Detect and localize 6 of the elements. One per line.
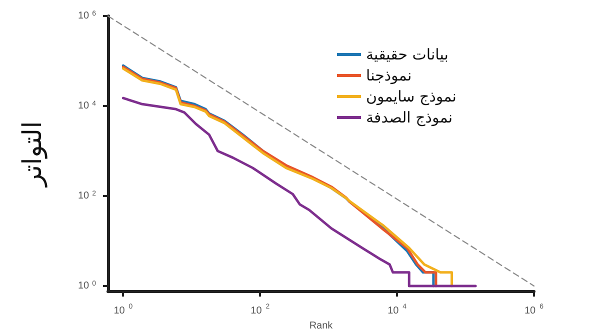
legend-label: نموذج سايمون [366, 88, 456, 106]
legend-label: بيانات حقيقية [366, 46, 448, 64]
legend-label: نموذجنا [366, 66, 412, 84]
y-axis-title: التواتر [18, 121, 48, 188]
legend-label: نموذج الصدفة [366, 108, 453, 126]
x-axis-title: Rank [309, 320, 334, 332]
